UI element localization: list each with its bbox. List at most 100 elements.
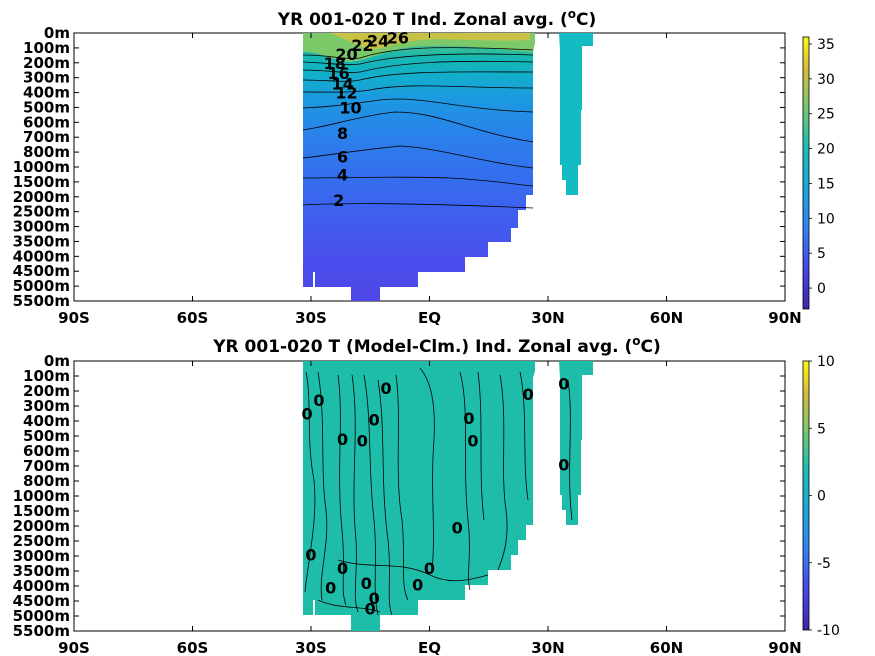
y-tick-label: 400m	[23, 84, 70, 102]
contour-label: 0	[467, 432, 478, 451]
y-tick-label: 800m	[23, 472, 70, 490]
contour-label: 0	[313, 391, 324, 410]
colorbar-tick-label: 20	[817, 142, 835, 158]
x-tick-label: 30S	[295, 639, 327, 656]
x-tick-label: 90S	[58, 309, 90, 327]
colorbar-tick-label: 5	[817, 246, 826, 262]
contour-label: 14	[331, 75, 353, 94]
colorbar-2-gradient	[802, 360, 810, 631]
x-tick-label: 60N	[650, 309, 683, 327]
colorbar-2: 10 5 0 -5 -10	[802, 354, 840, 639]
contour-label: 0	[305, 546, 316, 565]
contour-label: 0	[452, 519, 463, 538]
x-tick-label: 60N	[650, 639, 683, 656]
contour-label: 0	[361, 574, 372, 593]
contour-label: 20	[335, 45, 357, 64]
contour-label: 24	[367, 31, 389, 50]
x-tick-label: 60S	[177, 309, 209, 327]
colorbar-tick-label: 10	[817, 211, 835, 227]
x-tick-label: 90N	[768, 639, 801, 656]
panel-anomaly: YR 001-020 T (Model-Clm.) Ind. Zonal avg…	[13, 334, 840, 656]
colorbar-2-ticks: 10 5 0 -5 -10	[809, 354, 840, 639]
y-tick-label: 300m	[23, 397, 70, 415]
contour-label: 26	[387, 28, 409, 47]
colorbar-tick-label: 30	[817, 72, 835, 88]
contour-label: 8	[337, 124, 348, 143]
contour-label: 0	[369, 411, 380, 430]
contour-label: 0	[365, 600, 376, 619]
y-tick-label: 1500m	[13, 502, 70, 520]
y-tick-label: 3500m	[13, 232, 70, 250]
y-tick-label: 800m	[23, 143, 70, 161]
x-tick-label: 90N	[768, 309, 801, 327]
contour-label: 22	[351, 36, 373, 55]
chart-title-2: YR 001-020 T (Model-Clm.) Ind. Zonal avg…	[212, 334, 661, 357]
y-axis-1: 0m100m200m300m400m500m600m700m800m1000m1…	[13, 24, 785, 310]
contour-label: 2	[333, 191, 344, 210]
colorbar-tick-label: 25	[817, 107, 835, 123]
y-tick-label: 2000m	[13, 517, 70, 535]
y-tick-label: 4000m	[13, 577, 70, 595]
colorbar-tick-label: 35	[817, 37, 835, 53]
contour-label: 0	[380, 379, 391, 398]
anomaly-field	[303, 361, 593, 631]
colorbar-1: 35 30 25 20 15 10 5 0	[802, 36, 835, 310]
y-tick-label: 1000m	[13, 158, 70, 176]
y-tick-label: 4500m	[13, 592, 70, 610]
hot-surface-layer	[330, 33, 530, 50]
y-tick-label: 5000m	[13, 607, 70, 625]
x-tick-label: EQ	[418, 309, 441, 327]
contour-label: 18	[324, 54, 346, 73]
zero-contours	[304, 367, 573, 616]
y-tick-label: 1500m	[13, 173, 70, 191]
colorbar-tick-label: -10	[817, 623, 840, 639]
y-tick-label: 600m	[23, 113, 70, 131]
x-axis-2: 90S 60S 30S EQ 30N 60N 90N	[58, 361, 802, 656]
y-tick-label: 700m	[23, 457, 70, 475]
y-tick-label: 3500m	[13, 562, 70, 580]
y-tick-label: 700m	[23, 128, 70, 146]
x-tick-label: EQ	[418, 639, 441, 656]
y-tick-label: 500m	[23, 98, 70, 116]
contour-label: 0	[357, 432, 368, 451]
y-tick-label: 600m	[23, 442, 70, 460]
chart-title-1: YR 001-020 T Ind. Zonal avg. (oC)	[277, 7, 596, 30]
y-tick-label: 200m	[23, 54, 70, 72]
y-tick-label: 5500m	[13, 622, 70, 640]
x-tick-label: 90S	[58, 639, 90, 656]
colorbar-1-ticks: 35 30 25 20 15 10 5 0	[809, 37, 835, 297]
contour-label: 6	[337, 148, 348, 167]
anomaly-section-main	[303, 361, 535, 631]
x-tick-label: 30S	[295, 309, 327, 327]
contour-label: 0	[412, 576, 423, 595]
colorbar-tick-label: 0	[817, 489, 826, 505]
y-tick-label: 2500m	[13, 203, 70, 221]
x-tick-label: 30N	[531, 639, 564, 656]
contour-label: 0	[523, 385, 534, 404]
y-tick-label: 100m	[23, 39, 70, 57]
x-tick-label: 60S	[177, 639, 209, 656]
y-tick-label: 0m	[44, 352, 70, 370]
isotherms	[302, 47, 534, 209]
y-tick-label: 0m	[44, 24, 70, 42]
colorbar-tick-label: -5	[817, 556, 831, 572]
contour-label: 0	[558, 375, 569, 394]
contour-label: 0	[301, 405, 312, 424]
panel-temperature: YR 001-020 T Ind. Zonal avg. (oC) 262422…	[13, 7, 835, 327]
contour-label: 0	[369, 589, 380, 608]
y-tick-label: 3000m	[13, 547, 70, 565]
y-tick-label: 4500m	[13, 262, 70, 280]
colorbar-tick-label: 5	[817, 421, 826, 437]
y-tick-label: 4000m	[13, 247, 70, 265]
temperature-field	[302, 33, 593, 301]
y-tick-label: 300m	[23, 69, 70, 87]
y-tick-label: 2500m	[13, 532, 70, 550]
y-tick-label: 100m	[23, 367, 70, 385]
x-axis-1: 90S 60S 30S EQ 30N 60N 90N	[58, 33, 802, 327]
contour-label: 0	[325, 579, 336, 598]
contour-label: 16	[328, 64, 350, 83]
colorbar-tick-label: 10	[817, 354, 835, 370]
